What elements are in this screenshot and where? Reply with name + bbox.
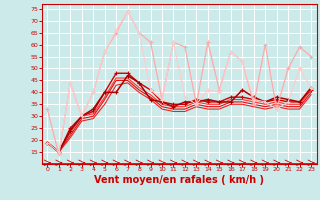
- X-axis label: Vent moyen/en rafales ( km/h ): Vent moyen/en rafales ( km/h ): [94, 175, 264, 185]
